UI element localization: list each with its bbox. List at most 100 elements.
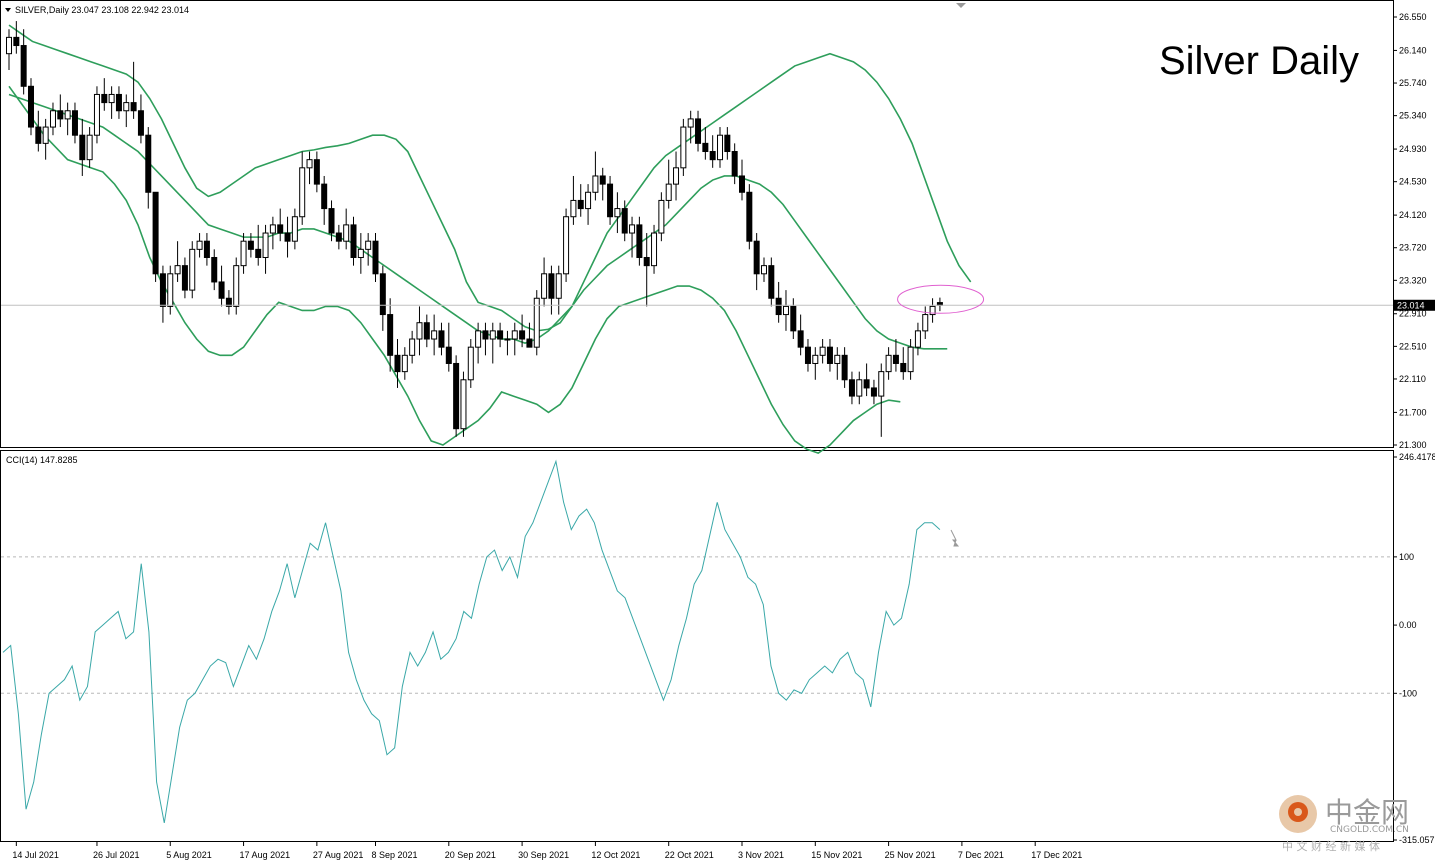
candle: [306, 151, 313, 185]
candle-body-down: [445, 346, 452, 364]
cci-tick-label: 100: [1399, 552, 1414, 562]
candle-body-up: [629, 224, 636, 234]
price-tick-label: 26.550: [1399, 12, 1427, 22]
candle: [907, 339, 914, 380]
x-tick-label: 15 Nov 2021: [811, 850, 862, 860]
candle-body-up: [914, 330, 921, 348]
candle: [438, 322, 445, 356]
candle: [225, 290, 232, 315]
candle: [321, 175, 328, 225]
candle-body-up: [460, 379, 467, 430]
candle: [233, 257, 240, 315]
candle: [533, 290, 540, 356]
candle: [203, 233, 210, 266]
candle-body-up: [343, 224, 350, 242]
candle-body-up: [812, 354, 819, 364]
candle-body-down: [804, 346, 811, 364]
candle-body-down: [181, 265, 188, 291]
candle-body-down: [453, 362, 460, 430]
candle-body-down: [255, 248, 262, 258]
candle-body-up: [614, 208, 621, 218]
candle: [108, 86, 115, 119]
candle-body-down: [636, 224, 643, 258]
candle: [218, 265, 225, 307]
candle: [189, 241, 196, 299]
candle-body-down: [79, 134, 86, 161]
candle-body-up: [541, 273, 548, 299]
candle: [878, 363, 885, 437]
candle-body-down: [13, 36, 20, 47]
candle-body-down: [607, 183, 614, 218]
candle: [416, 306, 423, 356]
candle: [431, 314, 438, 356]
candle: [79, 118, 86, 176]
candle-body-up: [291, 216, 298, 242]
candle: [511, 322, 518, 356]
candle-body-down: [841, 354, 848, 381]
candle: [291, 208, 298, 250]
candle-body-up: [687, 118, 694, 128]
candle: [922, 306, 929, 340]
candle: [892, 339, 899, 372]
x-tick-label: 7 Dec 2021: [958, 850, 1004, 860]
candle: [71, 102, 78, 144]
candle-body-down: [379, 273, 386, 316]
candle: [372, 233, 379, 282]
candle-body-up: [196, 240, 203, 250]
candle: [453, 355, 460, 437]
candle-body-down: [497, 330, 504, 340]
candle: [497, 322, 504, 348]
candle: [629, 216, 636, 258]
candle-body-down: [27, 85, 34, 128]
candle-body-down: [335, 232, 342, 242]
candle-body-down: [797, 330, 804, 348]
last-price-label: 23.014: [1394, 299, 1435, 311]
candle-body-up: [878, 371, 885, 397]
candle: [900, 347, 907, 380]
candle: [335, 224, 342, 250]
candle: [680, 118, 687, 176]
candle: [504, 330, 511, 356]
candle: [20, 29, 27, 95]
candle-body-up: [233, 265, 240, 307]
candle-body-down: [152, 191, 159, 275]
price-tick-label: 23.720: [1399, 243, 1427, 253]
candle-body-down: [702, 142, 709, 153]
candle: [695, 110, 702, 152]
candle: [702, 127, 709, 160]
candle-body-up: [401, 354, 408, 373]
candle: [885, 347, 892, 380]
cci-levels: [1, 556, 1393, 694]
candle-body-up: [240, 240, 247, 267]
candle: [782, 290, 789, 331]
price-panel: [0, 0, 1394, 448]
candle-body-down: [526, 338, 533, 348]
symbol-header: SILVER,Daily 23.047 23.108 22.942 23.014: [15, 5, 189, 15]
candle: [592, 151, 599, 201]
candle: [790, 298, 797, 340]
candle-body-down: [775, 297, 782, 316]
candle: [614, 192, 621, 234]
candle-body-up: [856, 379, 863, 397]
candle: [328, 200, 335, 242]
cci-arrow-icon: [950, 529, 960, 547]
candle: [739, 159, 745, 201]
candles: [6, 21, 943, 437]
candle-body-up: [6, 36, 12, 55]
x-tick-label: 8 Sep 2021: [372, 850, 418, 860]
price-tick-label: 26.140: [1399, 45, 1427, 55]
candle: [841, 347, 848, 388]
candle: [819, 339, 826, 364]
candle-body-down: [372, 240, 379, 275]
candle-body-down: [900, 362, 907, 373]
candle-body-up: [108, 93, 115, 104]
candle-body-down: [115, 93, 122, 112]
candle-body-down: [137, 110, 144, 136]
candle: [174, 241, 181, 282]
candle: [636, 216, 643, 266]
candle-body-down: [225, 297, 232, 307]
candle-body-down: [350, 224, 357, 258]
candle-body-up: [819, 346, 826, 356]
dropdown-triangle-icon[interactable]: [5, 8, 11, 12]
candle-body-up: [834, 354, 841, 364]
